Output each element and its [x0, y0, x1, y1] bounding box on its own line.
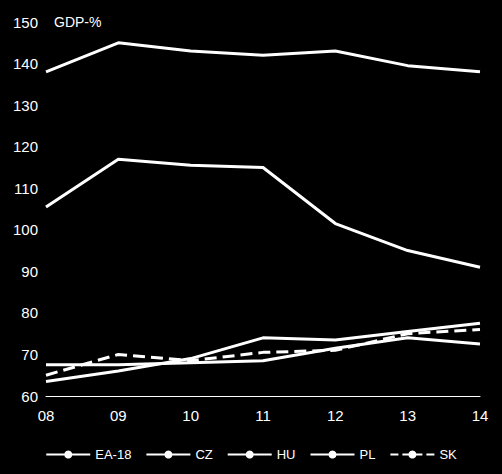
- svg-text:120: 120: [13, 138, 38, 155]
- svg-text:140: 140: [13, 55, 38, 72]
- svg-text:80: 80: [21, 304, 38, 321]
- svg-text:130: 130: [13, 97, 38, 114]
- svg-text:150: 150: [13, 14, 38, 31]
- svg-text:11: 11: [255, 407, 271, 424]
- svg-text:60: 60: [21, 388, 38, 405]
- svg-text:08: 08: [38, 407, 55, 424]
- svg-text:13: 13: [399, 407, 416, 424]
- svg-text:CZ: CZ: [195, 447, 212, 462]
- svg-text:SK: SK: [439, 447, 457, 462]
- svg-text:GDP-%: GDP-%: [54, 14, 101, 30]
- svg-text:09: 09: [110, 407, 127, 424]
- svg-text:12: 12: [327, 407, 344, 424]
- svg-text:HU: HU: [277, 447, 296, 462]
- svg-text:100: 100: [13, 221, 38, 238]
- svg-text:EA-18: EA-18: [95, 447, 131, 462]
- svg-text:90: 90: [21, 263, 38, 280]
- svg-text:10: 10: [182, 407, 199, 424]
- svg-text:PL: PL: [359, 447, 375, 462]
- svg-text:14: 14: [472, 407, 489, 424]
- svg-text:110: 110: [14, 180, 38, 197]
- svg-text:70: 70: [21, 346, 38, 363]
